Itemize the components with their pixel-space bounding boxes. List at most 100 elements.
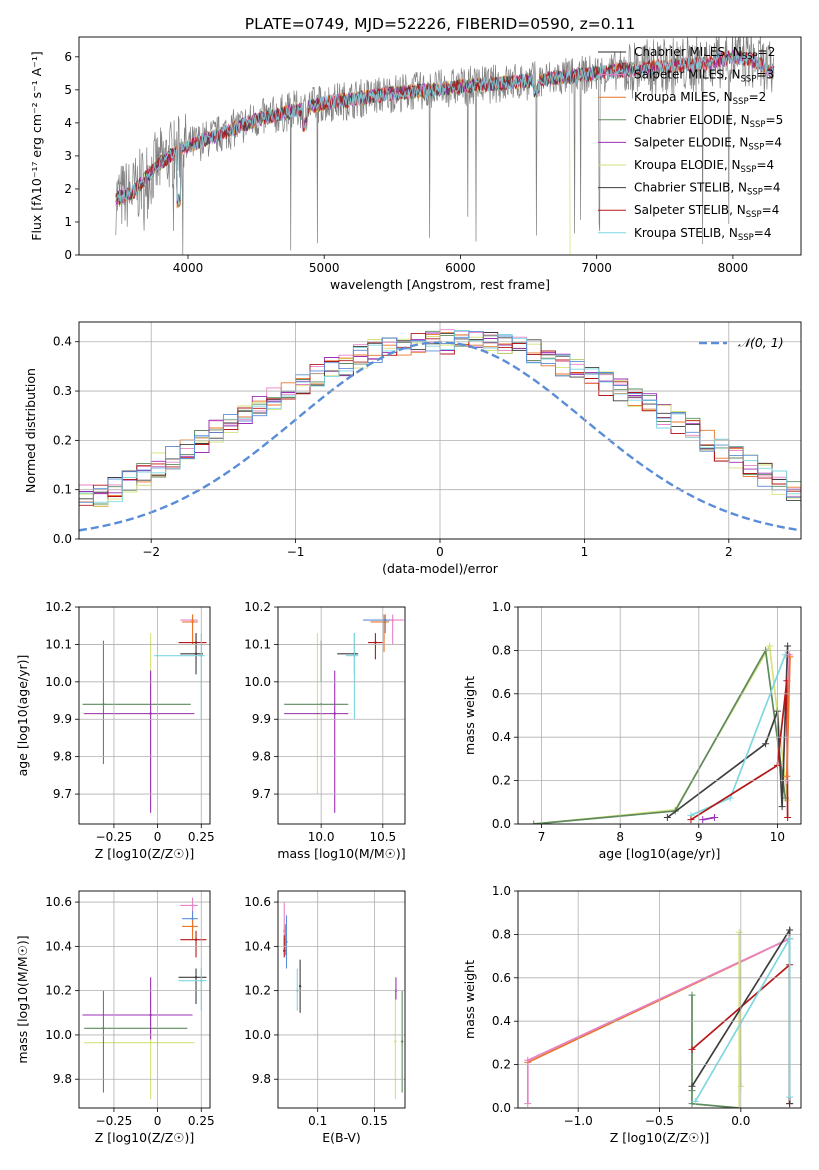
legend-text: =2 [749,90,767,104]
x-tick-label: 8 [616,830,624,844]
plot-mass_vs_ebv: 0.1 0.15 9.8 10.0 10.2 10.4 10.6 E(B-V) [244,891,405,1145]
y-axis-label: Normed distribution [23,368,38,493]
errorbar-kroupa_stelib [179,969,207,1011]
histogram-chabrier_elodie [0,331,819,536]
errorbar-kroupa_stelib [154,633,205,719]
legend-subscript: SSP [741,165,757,175]
weight-marker [699,816,706,823]
y-tick-label: 0.0 [492,817,511,831]
figure: PLATE=0749, MJD=52226, FIBERID=0590, z=0… [0,0,819,1170]
y-tick-label: 10.2 [45,600,72,614]
plot-age_vs_Z: −0.25 0 0.259.79.89.910.010.110.2Z [log10(… [15,600,215,861]
legend-text: Salpeter STELIB, N [634,203,746,217]
errorbar-kroupa_miles [182,614,198,644]
y-tick-label: 10.1 [45,637,72,651]
x-tick-label: 6000 [445,261,476,275]
y-axis-label: mass weight [462,676,477,755]
legend-text: =3 [756,68,774,82]
x-tick-label: −1.0 [564,1114,593,1128]
y-tick-label: 0.6 [492,971,511,985]
x-tick-label: −0.5 [645,1114,674,1128]
y-tick-label: 10.0 [244,1028,271,1042]
x-tick-label: 10.0 [308,830,335,844]
data-point [394,1040,396,1042]
y-tick-label: 9.9 [252,712,271,726]
legend-text: =2 [758,45,776,59]
y-tick-label: 0.0 [492,1101,511,1115]
data-point [191,917,193,919]
data-point [191,925,193,927]
legend-entry: Chabrier ELODIE, NSSP=5 [634,113,783,130]
y-tick-label: 1.0 [492,600,511,614]
y-tick-label: 0.4 [492,1014,511,1028]
axes-frame [278,607,405,824]
x-tick-label: 9 [695,830,703,844]
legend-text: Chabrier MILES, N [634,45,742,59]
legend-text: Kroupa ELODIE, N [634,158,741,172]
errorbar-chabrier_stelib [180,633,203,674]
errorbar-chabrier_elodie [284,641,348,706]
histogram-kroupa_stelib [0,331,819,537]
x-tick-label: 4000 [173,261,204,275]
y-tick-label: 9.8 [53,1072,72,1086]
x-tick-label: 7 [538,830,546,844]
x-tick-label: 0.15 [361,1114,388,1128]
y-tick-label: 1 [64,215,72,229]
data-point [149,712,151,714]
data-point [285,941,287,943]
y-tick-label: 3 [64,149,72,163]
weight-marker [786,935,793,942]
errorbar-chabrier_elodie [84,991,187,1093]
errorbar-normal [363,614,390,633]
errorbar-salpeter_elodie [82,977,192,1039]
errorbar-kroupa_stelib [346,633,358,719]
x-axis-label: Z [log10(Z/Z☉)] [95,846,195,861]
y-tick-label: 1.0 [492,884,511,898]
data-point [384,619,386,621]
x-axis-label: mass [log10(M/M☉)] [277,846,405,861]
legend-entry: Chabrier STELIB, NSSP=4 [634,181,781,198]
x-tick-label: 0.1 [308,1114,327,1128]
legend-text: =4 [754,226,772,240]
y-tick-label: 2 [64,182,72,196]
y-tick-label: 10.2 [244,984,271,998]
y-tick-label: 0.2 [53,433,72,447]
errorbar-salpeter_miles [180,614,197,644]
x-tick-label: 0 [154,1114,162,1128]
x-tick-label: 10.5 [369,830,396,844]
plot-spectrum: 4000 5000 6000 7000 8000 0 1 2 3 4 5 6 wavelength [A… [29,31,801,292]
plot-weight_vs_age: 7 8 9 10 0.0 0.2 0.4 0.6 0.8 1.0 age [log10(age/yr… [462,600,801,861]
legend-text: =5 [766,113,784,127]
legend-subscript: SSP [746,210,762,220]
data-layer [530,643,793,828]
data-layer [283,902,403,1099]
x-tick-label: 0 [436,545,444,559]
y-tick-label: 10.2 [45,984,72,998]
errorbar-salpeter_miles [383,614,404,644]
legend-subscript: SSP [741,75,757,85]
y-tick-label: 9.9 [53,712,72,726]
plot-weight_vs_Z: −1.0 −0.5 0.0 0.0 0.2 0.4 0.6 0.8 1.0 Z [log10(Z/… [462,884,801,1145]
data-point [401,1040,403,1042]
y-tick-label: 10.0 [45,1028,72,1042]
weight-marker [784,643,791,650]
errorbar-normal [182,911,198,931]
weight-marker [786,1094,793,1101]
legend-text: Salpeter ELODIE, N [634,135,748,149]
legend-subscript: SSP [747,188,763,198]
data-point [334,712,336,714]
weight-line-chabrier_elodie [692,995,739,1108]
y-tick-label: 10.6 [244,895,271,909]
legend-entry: 𝒩(0, 1) [738,335,784,350]
errorbar-chabrier_stelib [337,633,358,674]
x-axis-label: E(B-V) [322,1130,361,1145]
axes-frame [518,607,801,824]
weight-line-kroupa_stelib [691,655,785,816]
data-point [353,654,355,656]
weight-marker [786,1100,793,1107]
legend-text: Chabrier STELIB, N [634,181,747,195]
y-tick-label: 10.0 [244,675,271,689]
legend-entry: Salpeter STELIB, NSSP=4 [634,203,779,220]
legend-text: Kroupa STELIB, N [634,226,738,240]
errorbar-salpeter_miles [180,898,197,916]
